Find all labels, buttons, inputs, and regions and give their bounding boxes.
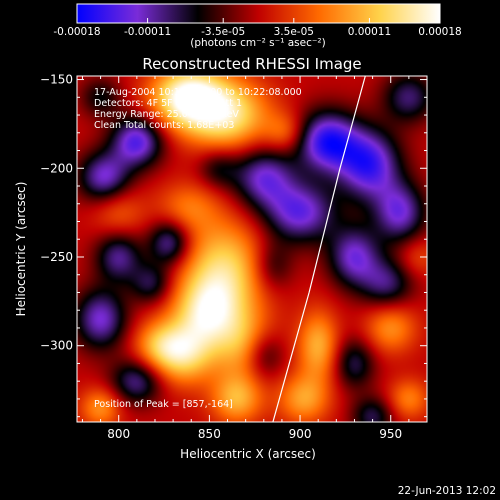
- chart-title: Reconstructed RHESSI Image: [142, 55, 361, 73]
- x-tick-label: 900: [289, 427, 312, 441]
- y-axis-label: Heliocentric Y (arcsec): [14, 182, 28, 317]
- observation-info: 17-Aug-2004 10:19:08.000 to 10:22:08.000…: [94, 87, 302, 131]
- annotation-detectors: Detectors: 4F 5F 6F 7F 8F Att 1: [94, 98, 242, 109]
- x-axis-label: Heliocentric X (arcsec): [180, 447, 316, 461]
- x-tick-label: 800: [107, 427, 130, 441]
- colorbar-tick-label: 3.5e-05: [274, 26, 314, 38]
- solar-limb-line: [272, 76, 366, 422]
- colorbar-tick-label: 0.00018: [418, 26, 461, 38]
- plot-frame: [76, 75, 428, 423]
- axes: 800 850 900 950 −150 −200 −250 −300: [40, 73, 428, 441]
- y-tick-label: −150: [40, 73, 73, 87]
- y-tick-label: −300: [40, 339, 73, 353]
- heatmap-area: [77, 76, 427, 422]
- colorbar: [76, 3, 441, 24]
- timestamp: 22-Jun-2013 12:02: [398, 485, 496, 497]
- colorbar-tick-label: -3.5e-05: [201, 26, 245, 38]
- colorbar-units-label: (photons cm⁻² s⁻¹ asec⁻²): [190, 37, 325, 49]
- y-tick-label: −250: [40, 250, 73, 264]
- colorbar-tick-label: -0.00018: [53, 26, 100, 38]
- peak-position-label: Position of Peak = [857,-164]: [94, 399, 233, 410]
- annotation-counts: Clean Total counts: 1.68E+03: [94, 120, 234, 131]
- annotation-time: 17-Aug-2004 10:19:08.000 to 10:22:08.000: [94, 87, 302, 98]
- x-tick-label: 850: [198, 427, 221, 441]
- heatmap-image: [77, 76, 427, 422]
- colorbar-tick-label: -0.00011: [124, 26, 171, 38]
- colorbar-ticks: -0.00018 -0.00011 -3.5e-05 3.5e-05 0.00011 0.…: [53, 18, 462, 38]
- x-tick-label: 950: [379, 427, 402, 441]
- y-tick-label: −200: [40, 161, 73, 175]
- colorbar-tick-label: 0.00011: [348, 26, 391, 38]
- annotation-energy: Energy Range: 25.0 - 50.0 keV: [94, 109, 239, 120]
